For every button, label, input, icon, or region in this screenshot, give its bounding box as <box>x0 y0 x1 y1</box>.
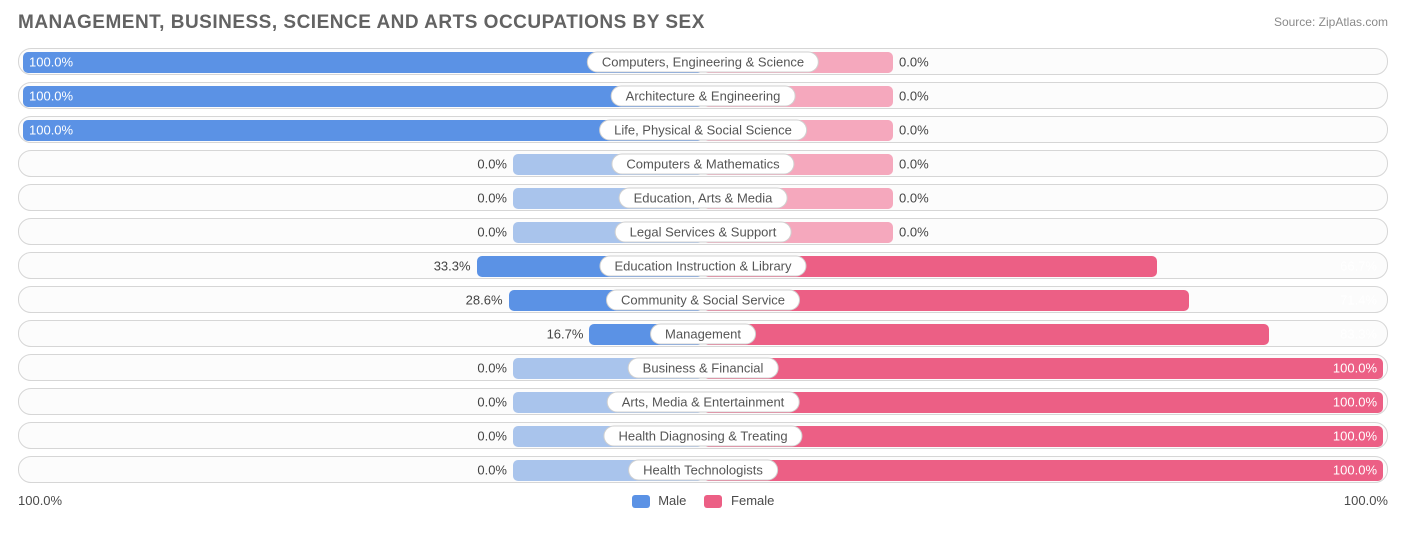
female-swatch-icon <box>704 495 722 508</box>
category-label: Architecture & Engineering <box>611 85 796 106</box>
category-label: Life, Physical & Social Science <box>599 119 807 140</box>
female-pct-label: 100.0% <box>1333 462 1377 477</box>
male-pct-label: 16.7% <box>547 326 584 341</box>
bar-row: 16.7% 83.3% Management <box>18 320 1388 347</box>
female-pct-label: 0.0% <box>899 224 929 239</box>
category-label: Arts, Media & Entertainment <box>607 391 800 412</box>
diverging-bar-chart: 100.0% 0.0% Computers, Engineering & Scien… <box>18 48 1388 483</box>
chart-header: MANAGEMENT, BUSINESS, SCIENCE AND ARTS O… <box>18 12 1388 34</box>
female-pct-label: 100.0% <box>1333 360 1377 375</box>
bar-row: 0.0% 0.0% Education, Arts & Media <box>18 184 1388 211</box>
male-pct-label: 100.0% <box>29 54 73 69</box>
bar-row: 33.3% 66.7% Education Instruction & Librar… <box>18 252 1388 279</box>
bar-row: 0.0% 100.0% Business & Financial <box>18 354 1388 381</box>
bar-row: 0.0% 100.0% Arts, Media & Entertainment <box>18 388 1388 415</box>
chart-footer: 100.0% Male Female 100.0% <box>18 493 1388 508</box>
male-bar <box>23 86 703 107</box>
category-label: Computers, Engineering & Science <box>587 51 819 72</box>
category-label: Legal Services & Support <box>615 221 792 242</box>
female-bar <box>703 358 1383 379</box>
category-label: Health Diagnosing & Treating <box>603 425 802 446</box>
male-pct-label: 0.0% <box>477 360 507 375</box>
bar-row: 0.0% 100.0% Health Technologists <box>18 456 1388 483</box>
category-label: Business & Financial <box>628 357 779 378</box>
female-pct-label: 71.4% <box>1340 292 1377 307</box>
legend-male-label: Male <box>658 493 686 508</box>
female-pct-label: 0.0% <box>899 88 929 103</box>
male-pct-label: 0.0% <box>477 190 507 205</box>
male-pct-label: 0.0% <box>477 462 507 477</box>
female-bar <box>703 324 1269 345</box>
category-label: Community & Social Service <box>606 289 800 310</box>
female-bar <box>703 460 1383 481</box>
male-pct-label: 100.0% <box>29 122 73 137</box>
female-pct-label: 100.0% <box>1333 428 1377 443</box>
axis-left-label: 100.0% <box>18 493 62 508</box>
male-pct-label: 33.3% <box>434 258 471 273</box>
male-swatch-icon <box>632 495 650 508</box>
female-pct-label: 66.7% <box>1340 258 1377 273</box>
female-pct-label: 100.0% <box>1333 394 1377 409</box>
bar-row: 0.0% 0.0% Legal Services & Support <box>18 218 1388 245</box>
chart-source: Source: ZipAtlas.com <box>1274 15 1388 29</box>
female-bar <box>703 392 1383 413</box>
male-pct-label: 0.0% <box>477 224 507 239</box>
female-bar <box>703 426 1383 447</box>
legend-male: Male <box>632 493 687 508</box>
male-pct-label: 0.0% <box>477 156 507 171</box>
male-pct-label: 0.0% <box>477 394 507 409</box>
bar-row: 0.0% 0.0% Computers & Mathematics <box>18 150 1388 177</box>
female-pct-label: 0.0% <box>899 54 929 69</box>
chart-legend: Male Female <box>632 493 775 508</box>
legend-female: Female <box>704 493 774 508</box>
female-pct-label: 0.0% <box>899 122 929 137</box>
bar-row: 28.6% 71.4% Community & Social Service <box>18 286 1388 313</box>
category-label: Management <box>650 323 756 344</box>
female-pct-label: 0.0% <box>899 156 929 171</box>
category-label: Education, Arts & Media <box>619 187 788 208</box>
bar-row: 100.0% 0.0% Life, Physical & Social Scienc… <box>18 116 1388 143</box>
bar-row: 100.0% 0.0% Computers, Engineering & Scien… <box>18 48 1388 75</box>
male-pct-label: 100.0% <box>29 88 73 103</box>
category-label: Computers & Mathematics <box>611 153 794 174</box>
legend-female-label: Female <box>731 493 774 508</box>
axis-right-label: 100.0% <box>1344 493 1388 508</box>
category-label: Health Technologists <box>628 459 778 480</box>
female-pct-label: 0.0% <box>899 190 929 205</box>
male-pct-label: 28.6% <box>466 292 503 307</box>
female-pct-label: 83.3% <box>1340 326 1377 341</box>
category-label: Education Instruction & Library <box>599 255 806 276</box>
chart-title: MANAGEMENT, BUSINESS, SCIENCE AND ARTS O… <box>18 12 705 34</box>
bar-row: 100.0% 0.0% Architecture & Engineering <box>18 82 1388 109</box>
bar-row: 0.0% 100.0% Health Diagnosing & Treating <box>18 422 1388 449</box>
male-pct-label: 0.0% <box>477 428 507 443</box>
